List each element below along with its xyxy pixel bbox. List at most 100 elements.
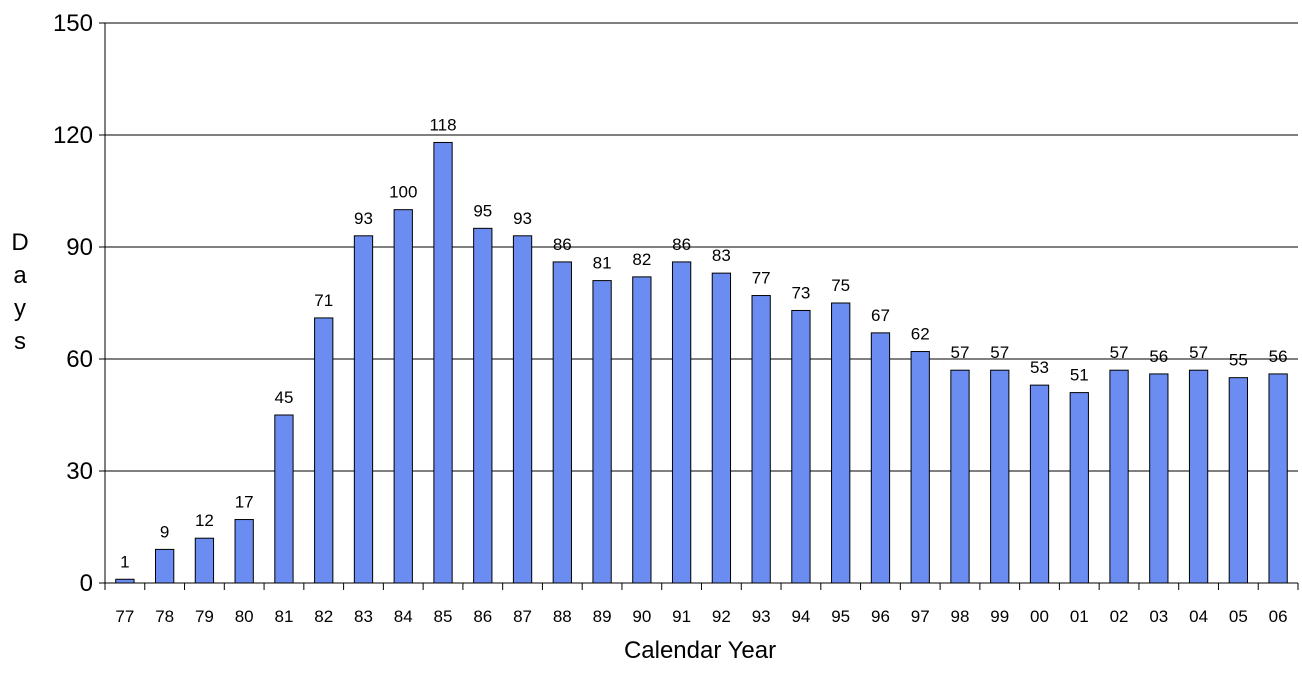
data-label: 73 xyxy=(791,283,810,302)
data-label: 57 xyxy=(951,343,970,362)
x-axis-title: Calendar Year xyxy=(624,637,776,664)
data-label: 12 xyxy=(195,511,214,530)
y-axis-title-letter: a xyxy=(13,262,27,289)
bar xyxy=(592,280,612,584)
data-label: 81 xyxy=(593,254,612,273)
bar xyxy=(155,548,175,584)
x-tick-label: 90 xyxy=(632,607,651,626)
data-label: 62 xyxy=(911,325,930,344)
y-tick-label: 150 xyxy=(53,10,93,37)
x-tick-label: 85 xyxy=(434,607,453,626)
data-label: 93 xyxy=(513,209,532,228)
bar xyxy=(950,369,970,584)
bar xyxy=(433,141,453,584)
y-tick-labels: 0 30 60 90 120 150 xyxy=(53,10,93,597)
bar xyxy=(194,537,215,584)
x-tick-labels: 77 78 79 80 81 82 83 84 85 86 87 88 89 90 91 92 93 94 95 96… xyxy=(115,607,1287,626)
data-label: 56 xyxy=(1269,347,1288,366)
y-axis-title-letter: D xyxy=(11,229,28,256)
x-tick-label: 92 xyxy=(712,607,731,626)
data-label: 51 xyxy=(1070,366,1089,385)
x-tick-label: 95 xyxy=(831,607,850,626)
x-tick-label: 02 xyxy=(1110,607,1129,626)
x-tick-label: 93 xyxy=(752,607,771,626)
data-label: 17 xyxy=(235,493,254,512)
x-tick-label: 01 xyxy=(1070,607,1089,626)
bar xyxy=(314,317,334,584)
x-tick-label: 91 xyxy=(672,607,691,626)
bar xyxy=(512,235,533,584)
x-tick-label: 96 xyxy=(871,607,890,626)
x-tick-label: 88 xyxy=(553,607,572,626)
data-label: 77 xyxy=(752,269,771,288)
bar xyxy=(473,227,493,584)
x-tick-label: 97 xyxy=(911,607,930,626)
y-tick-label: 90 xyxy=(66,234,93,261)
data-label: 82 xyxy=(632,250,651,269)
bar xyxy=(632,276,652,584)
x-tick-label: 06 xyxy=(1269,607,1288,626)
data-label: 118 xyxy=(429,115,456,134)
bar xyxy=(870,332,891,584)
data-label: 53 xyxy=(1030,358,1049,377)
x-tick-label: 80 xyxy=(235,607,254,626)
data-label: 86 xyxy=(672,235,691,254)
data-label: 55 xyxy=(1229,351,1248,370)
x-tick-label: 98 xyxy=(951,607,970,626)
bar xyxy=(791,309,811,584)
bar xyxy=(1188,369,1209,584)
x-tick-label: 00 xyxy=(1030,607,1049,626)
x-tick-label: 05 xyxy=(1229,607,1248,626)
x-tick-label: 04 xyxy=(1189,607,1208,626)
x-tick-label: 94 xyxy=(791,607,810,626)
data-labels: 1 9 12 17 45 71 93 100 118 95 93 86 81 82 86 83 77 73 75 67… xyxy=(120,115,1287,571)
data-label: 67 xyxy=(871,306,890,325)
bar xyxy=(1268,373,1288,584)
x-tick-label: 84 xyxy=(394,607,413,626)
bar xyxy=(552,261,572,584)
data-label: 45 xyxy=(274,388,293,407)
bars xyxy=(115,141,1288,584)
bar xyxy=(393,209,413,584)
data-label: 100 xyxy=(389,183,417,202)
data-label: 57 xyxy=(1189,343,1208,362)
x-tick-label: 83 xyxy=(354,607,373,626)
data-label: 86 xyxy=(553,235,572,254)
bar xyxy=(115,578,135,584)
bar xyxy=(910,351,930,584)
y-axis-title-letter: s xyxy=(14,328,26,355)
data-label: 57 xyxy=(990,343,1009,362)
x-tick-label: 79 xyxy=(195,607,214,626)
y-tick-label: 60 xyxy=(66,346,93,373)
bar xyxy=(1149,373,1169,584)
data-label: 56 xyxy=(1149,347,1168,366)
data-label: 75 xyxy=(831,276,850,295)
bar xyxy=(234,519,254,584)
bar xyxy=(1228,377,1248,584)
bar xyxy=(711,272,732,584)
bar xyxy=(831,302,851,584)
bar xyxy=(1109,369,1129,584)
bar xyxy=(274,414,294,584)
y-axis-title-letter: y xyxy=(14,295,26,322)
data-label: 95 xyxy=(473,201,492,220)
bar xyxy=(1069,392,1089,584)
bar xyxy=(353,235,374,584)
data-label: 93 xyxy=(354,209,373,228)
data-label: 1 xyxy=(120,552,129,571)
data-label: 83 xyxy=(712,246,731,265)
x-tick-label: 03 xyxy=(1149,607,1168,626)
x-tick-label: 77 xyxy=(115,607,134,626)
axes xyxy=(99,22,1299,590)
gridlines xyxy=(105,22,1298,472)
x-tick-label: 82 xyxy=(314,607,333,626)
x-tick-label: 99 xyxy=(990,607,1009,626)
x-tick-label: 89 xyxy=(593,607,612,626)
bar xyxy=(1029,384,1050,584)
data-label: 71 xyxy=(314,291,333,310)
data-label: 9 xyxy=(160,522,169,541)
bar xyxy=(990,369,1010,584)
